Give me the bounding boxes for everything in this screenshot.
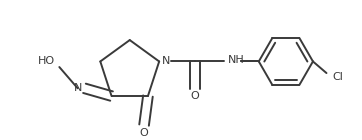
Text: N: N bbox=[73, 83, 82, 93]
Text: N: N bbox=[162, 56, 170, 66]
Text: NH: NH bbox=[228, 54, 245, 65]
Text: HO: HO bbox=[38, 56, 55, 66]
Text: O: O bbox=[140, 128, 148, 138]
Text: Cl: Cl bbox=[332, 72, 343, 82]
Text: O: O bbox=[190, 91, 199, 101]
